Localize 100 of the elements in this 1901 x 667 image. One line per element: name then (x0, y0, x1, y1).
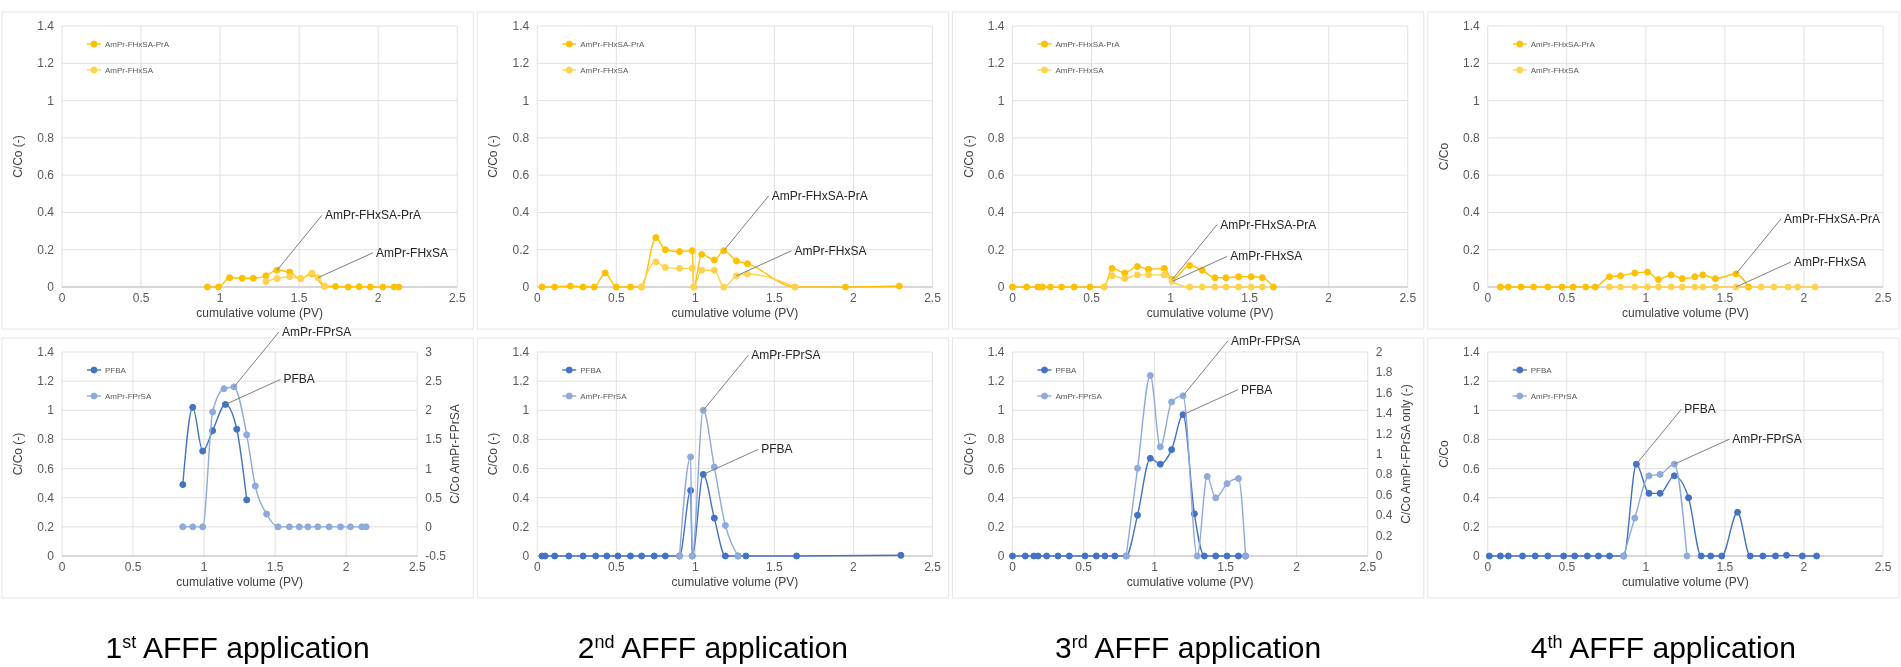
point (1058, 283, 1066, 291)
legend-label: AmPr-FHxSA (105, 66, 154, 75)
point (1770, 283, 1778, 291)
x-tick-label: 2 (1800, 560, 1808, 574)
legend-label: PFBA (1055, 366, 1078, 375)
point (203, 283, 211, 291)
point (1046, 283, 1054, 291)
point (189, 523, 197, 531)
point (579, 283, 587, 291)
annotation: AmPr-FPrSA (281, 324, 352, 339)
y-tick-label: 0.8 (512, 130, 530, 145)
y-tick-label: 0.6 (1463, 461, 1481, 476)
y-tick-label: 0.4 (512, 490, 530, 505)
point (262, 272, 270, 280)
point (1496, 283, 1504, 291)
point (721, 521, 729, 529)
point (1711, 275, 1719, 283)
point (1200, 552, 1208, 560)
x-tick-label: 1.5 (1241, 291, 1259, 305)
point (676, 248, 684, 256)
y2-tick-label: -0.5 (425, 549, 447, 563)
point (1247, 273, 1255, 281)
point (1544, 552, 1552, 560)
point (285, 523, 293, 531)
point (1222, 283, 1230, 291)
point (1519, 552, 1527, 560)
y-tick-label: 1.2 (1463, 374, 1481, 389)
y-axis-title: C/Co (-) (11, 135, 25, 178)
x-tick-label: 1.5 (766, 291, 784, 305)
x-tick-label: 2.5 (1874, 291, 1892, 305)
point (1258, 283, 1266, 291)
y-tick-label: 0.2 (37, 519, 55, 534)
x-tick-label: 1.5 (266, 560, 284, 574)
point (233, 425, 241, 433)
point (1605, 283, 1613, 291)
point (189, 403, 197, 411)
point (344, 283, 352, 291)
point (614, 552, 622, 560)
x-tick-label: 0 (1009, 291, 1017, 305)
y2-tick-label: 1.4 (1375, 406, 1393, 421)
x-tick-label: 2 (850, 560, 858, 574)
point (744, 270, 752, 278)
point (1605, 273, 1613, 281)
point (1054, 552, 1062, 560)
point (199, 447, 207, 455)
y-tick-label: 0.2 (987, 242, 1005, 257)
point (1645, 472, 1653, 480)
point (249, 274, 257, 282)
x-tick-label: 0.5 (132, 291, 150, 305)
legend-label: AmPr-FHxSA (580, 66, 629, 75)
y-tick-label: 1.4 (1463, 345, 1481, 359)
x-tick-label: 1 (1642, 291, 1650, 305)
x-tick-label: 0 (58, 560, 66, 574)
legend-label: AmPr-FHxSA-PrA (105, 40, 170, 49)
point (1168, 446, 1176, 454)
point (1582, 283, 1590, 291)
y-tick-label: 0.4 (1463, 205, 1481, 220)
point (263, 510, 271, 518)
point (1783, 551, 1791, 559)
annotation: PFBA (1684, 402, 1716, 417)
point (355, 283, 363, 291)
point (1617, 272, 1625, 280)
point (1711, 283, 1719, 291)
text: 3$^{rd}$ AFFF application (1055, 631, 1322, 664)
x-tick-label: 2.5 (924, 560, 942, 574)
point (1234, 552, 1242, 560)
y2-tick-label: 3 (425, 345, 433, 359)
y-tick-label: 1.2 (512, 56, 530, 71)
point (710, 266, 718, 274)
point (638, 552, 646, 560)
x-axis-title: cumulative volume (PV) (671, 306, 799, 320)
annotation: AmPr-FPrSA (751, 348, 821, 363)
y-tick-label: 0.6 (37, 168, 55, 183)
x-tick-label: 1 (692, 291, 700, 305)
y2-tick-label: 2 (425, 403, 433, 418)
y-tick-label: 1 (997, 93, 1005, 108)
point (1707, 552, 1715, 560)
y-tick-label: 0.2 (1463, 242, 1481, 257)
point (1530, 283, 1538, 291)
point (590, 283, 598, 291)
point (895, 282, 903, 290)
point (220, 385, 228, 393)
point (1683, 552, 1691, 560)
point (1813, 552, 1821, 560)
point (1133, 271, 1141, 279)
y-tick-label: 0.4 (987, 490, 1005, 505)
x-tick-label: 0 (1009, 560, 1017, 574)
point (793, 552, 801, 560)
y-tick-label: 1.4 (512, 345, 530, 359)
y-tick-label: 1.4 (987, 345, 1005, 359)
point (1691, 283, 1699, 291)
point (1134, 464, 1142, 472)
y2-tick-label: 0.2 (1375, 528, 1393, 543)
text: 1$^{st}$ AFFF application (105, 631, 370, 664)
y-tick-label: 0.8 (37, 130, 55, 145)
legend-label: AmPr-FHxSA-PrA (1055, 40, 1121, 49)
point (1070, 283, 1078, 291)
x-axis-title: cumulative volume (PV) (671, 575, 799, 589)
x-tick-label: 0.5 (1558, 291, 1576, 305)
y-axis-title: C/Co (-) (961, 432, 976, 476)
